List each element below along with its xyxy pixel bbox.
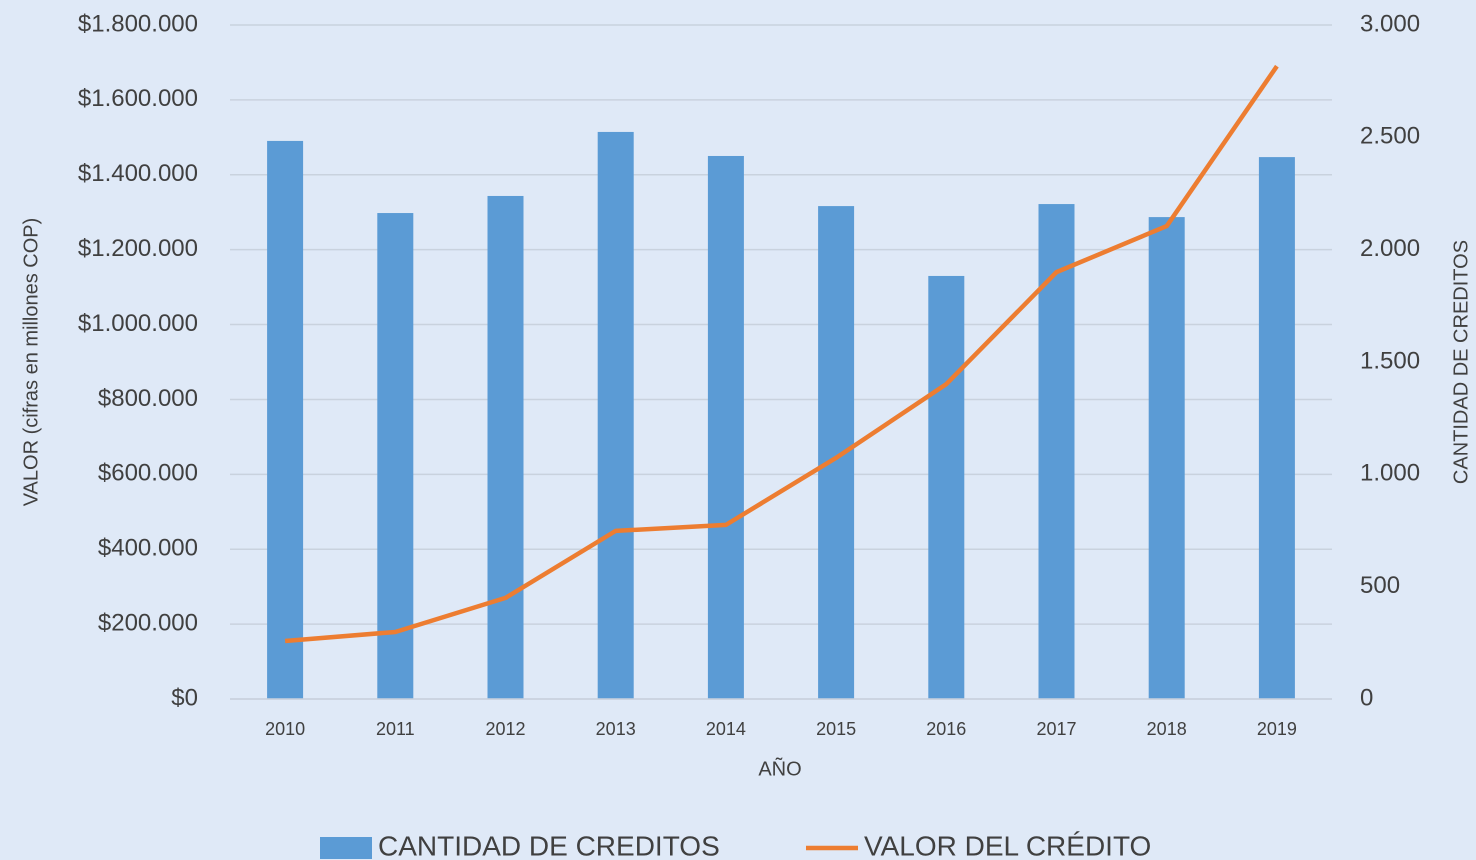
bar	[487, 195, 524, 700]
bar	[1038, 204, 1075, 699]
x-tick-label: 2019	[1257, 719, 1297, 739]
bar	[818, 206, 855, 699]
y-tick-label: $600.000	[98, 460, 198, 487]
y2-tick-label: 0	[1360, 684, 1373, 711]
x-tick-label: 2012	[485, 719, 525, 739]
x-tick-label: 2017	[1036, 719, 1076, 739]
y-tick-label: $1.600.000	[78, 85, 198, 112]
bar	[1258, 157, 1295, 699]
y-tick-label: $1.800.000	[78, 10, 198, 37]
y-tick-label: $400.000	[98, 535, 198, 562]
y-tick-label: $0	[171, 684, 198, 711]
bar	[1148, 217, 1185, 699]
bar	[267, 140, 304, 700]
x-tick-label: 2010	[265, 719, 305, 739]
legend-label: CANTIDAD DE CREDITOS	[378, 830, 720, 860]
y2-axis-label: CANTIDAD DE CREDITOS	[1450, 240, 1472, 484]
x-tick-label: 2011	[376, 719, 415, 739]
legend-label: VALOR DEL CRÉDITO	[864, 830, 1151, 860]
legend-swatch	[320, 837, 372, 859]
line	[284, 64, 1279, 644]
y-tick-label: $800.000	[98, 385, 198, 412]
bar	[707, 155, 744, 700]
y2-tick-label: 2.500	[1360, 123, 1420, 150]
y-tick-label: $1.200.000	[78, 235, 198, 262]
y-tick-label: $1.400.000	[78, 160, 198, 187]
y-tick-label: $200.000	[98, 609, 198, 636]
y2-tick-label: 500	[1360, 572, 1400, 599]
x-tick-label: 2013	[596, 719, 636, 739]
x-tick-label: 2018	[1147, 719, 1187, 739]
y-tick-label: $1.000.000	[78, 310, 198, 337]
bar	[597, 131, 634, 699]
bar	[928, 275, 965, 699]
y-axis-label: VALOR (cifras en millones COP)	[20, 218, 42, 507]
x-tick-label: 2016	[926, 719, 966, 739]
y2-tick-label: 1.000	[1360, 460, 1420, 487]
y2-tick-label: 2.000	[1360, 235, 1420, 262]
x-axis-label: AÑO	[758, 756, 801, 780]
y2-tick-label: 3.000	[1360, 10, 1420, 37]
x-tick-label: 2014	[706, 719, 746, 739]
y2-tick-label: 1.500	[1360, 347, 1420, 374]
x-tick-label: 2015	[816, 719, 856, 739]
bar	[377, 213, 414, 699]
